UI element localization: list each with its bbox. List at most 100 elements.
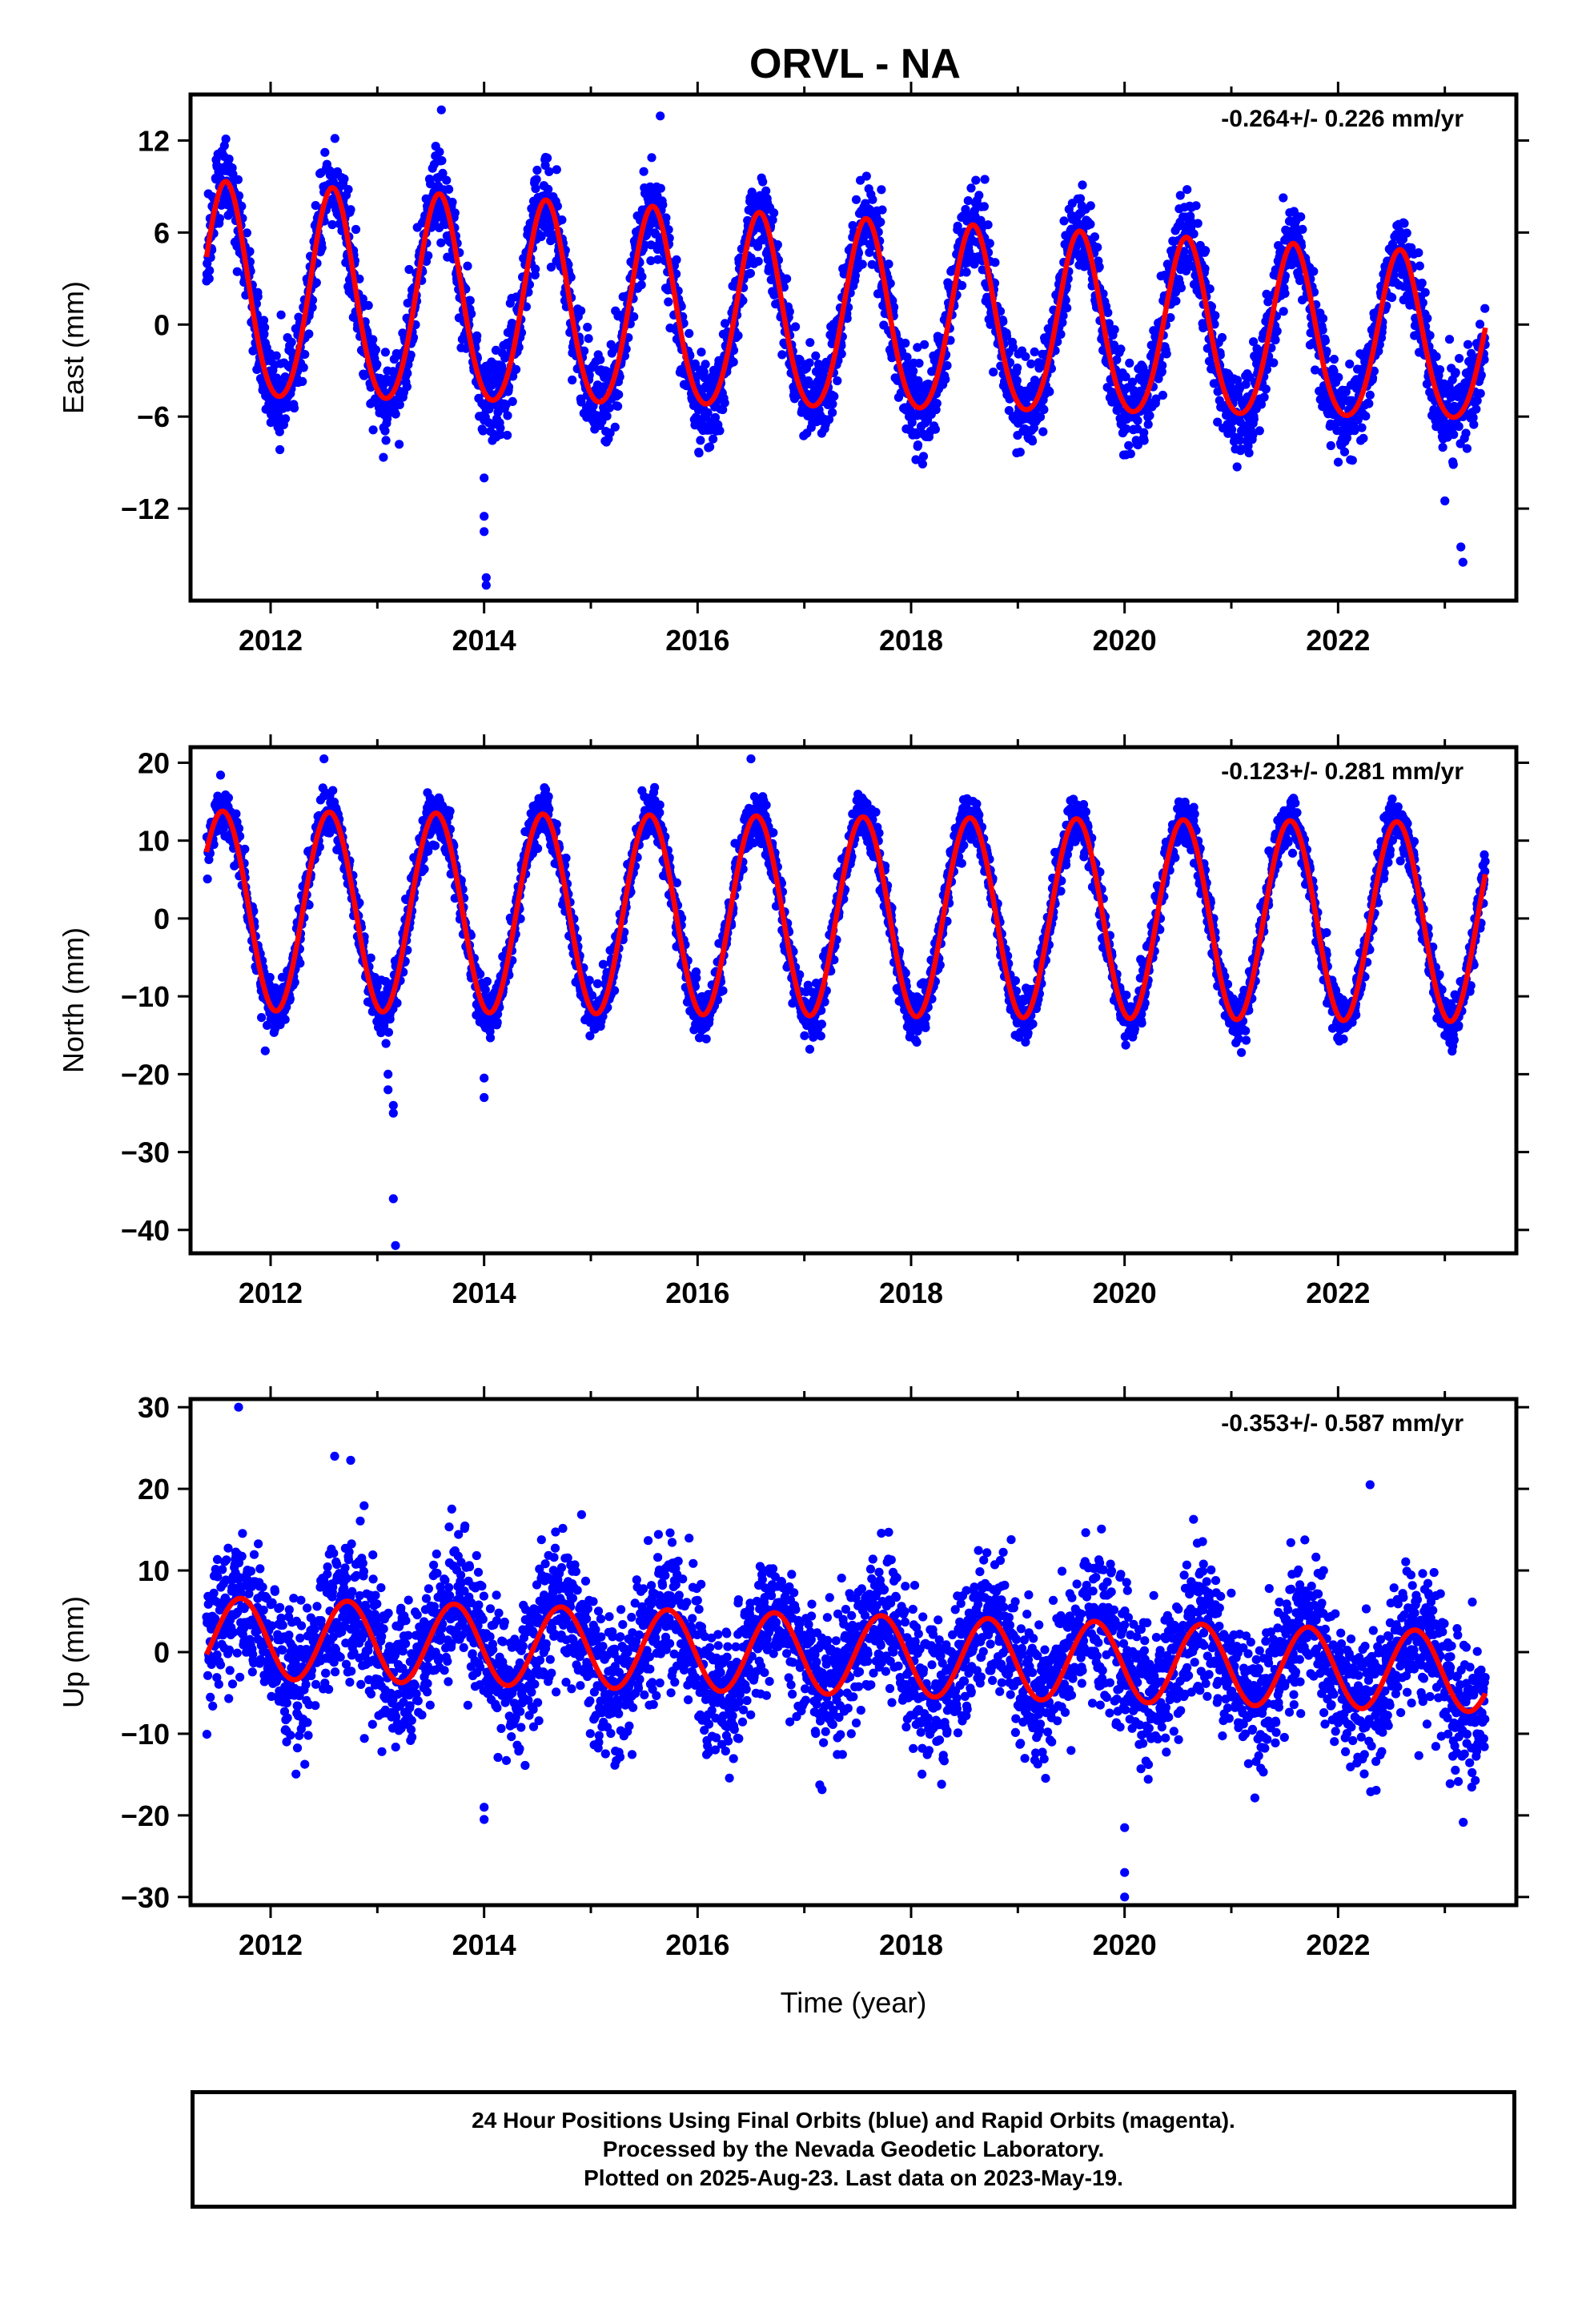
observation-point [237, 201, 247, 211]
observation-point [215, 770, 226, 780]
observation-point [260, 323, 270, 332]
observation-point [363, 300, 373, 310]
observation-point [438, 168, 448, 178]
observation-point [536, 232, 546, 242]
observation-point [913, 440, 923, 450]
observation-point [508, 396, 517, 406]
outlier-point [656, 111, 665, 121]
observations-east [202, 105, 1490, 590]
observation-point [330, 134, 339, 143]
observation-point [503, 411, 512, 420]
observation-point [531, 264, 540, 274]
observation-point [1232, 462, 1242, 472]
observation-point [837, 349, 846, 359]
observation-point [215, 214, 224, 223]
observation-point [546, 263, 556, 272]
observation-point [1296, 212, 1306, 222]
observation-point [327, 219, 337, 230]
observation-point [1271, 335, 1280, 345]
observation-point [1480, 304, 1490, 313]
observation-point [381, 436, 391, 445]
x-tick-label: 2016 [665, 624, 729, 657]
observation-point [1417, 278, 1427, 288]
x-tick-label: 2022 [1306, 624, 1370, 657]
observation-point [1461, 428, 1471, 438]
observation-point [1425, 331, 1435, 340]
observation-point [437, 156, 447, 166]
observation-point [1365, 390, 1375, 400]
observation-point [580, 346, 589, 356]
observation-point [640, 240, 649, 250]
observation-point [351, 224, 361, 235]
observation-point [1279, 193, 1288, 203]
observation-point [503, 430, 512, 440]
outlier-point [1458, 557, 1468, 567]
observation-point [857, 259, 867, 269]
observation-point [1217, 332, 1227, 343]
observation-point [472, 331, 482, 340]
observation-point [478, 426, 488, 436]
observation-point [1364, 399, 1374, 408]
observation-point [368, 335, 378, 344]
observation-point [791, 322, 801, 332]
observation-point [311, 201, 320, 211]
observation-point [1444, 335, 1455, 344]
observation-point [444, 184, 454, 194]
observation-point [245, 247, 255, 256]
observation-point [1145, 411, 1154, 420]
observation-point [544, 167, 554, 176]
observation-point [1329, 355, 1339, 364]
observation-point [1056, 329, 1066, 339]
observation-point [404, 264, 414, 275]
observation-point [715, 426, 725, 436]
observation-point [877, 205, 887, 215]
observation-point [488, 380, 498, 389]
observation-point [980, 175, 990, 184]
observation-point [1193, 219, 1203, 228]
y-tick-label: 6 [154, 216, 170, 249]
observation-point [637, 271, 647, 281]
observation-point [275, 444, 285, 455]
observation-point [287, 337, 296, 347]
observation-point [205, 266, 215, 275]
observation-point [636, 280, 646, 290]
observation-point [442, 175, 452, 185]
observation-point [979, 202, 989, 211]
observation-point [605, 428, 615, 438]
observation-point [465, 296, 475, 305]
observation-point [918, 452, 929, 461]
y-tick-label: 12 [138, 124, 170, 157]
observation-point [851, 195, 861, 204]
observation-point [371, 345, 380, 355]
observation-point [406, 350, 416, 360]
observation-point [493, 408, 503, 417]
observation-point [1039, 404, 1049, 414]
observation-point [467, 309, 476, 319]
observation-point [259, 329, 269, 339]
observation-point [901, 338, 910, 348]
observation-point [656, 183, 665, 193]
observation-point [233, 175, 243, 184]
observation-point [1201, 246, 1211, 255]
observation-point [758, 177, 768, 187]
observation-point [932, 399, 942, 408]
observation-point [496, 423, 505, 433]
observation-point [1431, 352, 1441, 361]
observation-point [420, 864, 429, 874]
observation-point [833, 376, 842, 386]
observation-point [276, 310, 286, 320]
observation-point [990, 258, 1000, 267]
observation-point [383, 414, 392, 424]
observation-point [1030, 347, 1039, 356]
outlier-point [481, 581, 491, 590]
observation-point [1086, 201, 1095, 211]
observation-point [1013, 363, 1022, 373]
observation-point [557, 215, 567, 225]
observation-point [685, 328, 694, 338]
observation-point [1259, 392, 1269, 402]
observation-point [877, 185, 886, 195]
observation-point [1454, 421, 1464, 432]
observation-point [829, 392, 839, 401]
observation-point [1158, 360, 1167, 370]
